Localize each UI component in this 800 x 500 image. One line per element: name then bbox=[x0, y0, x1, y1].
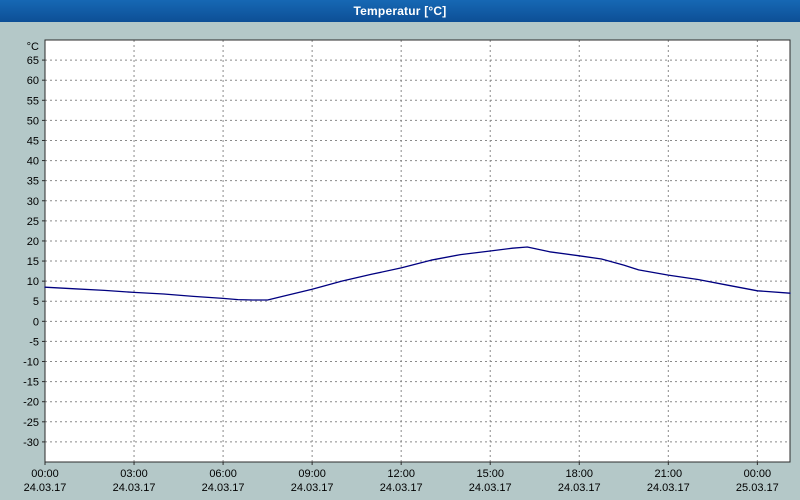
y-tick-label: 65 bbox=[27, 55, 39, 67]
x-tick-date-label: 24.03.17 bbox=[469, 482, 512, 494]
temperature-chart: 65605550454035302520151050-5-10-15-20-25… bbox=[23, 39, 791, 494]
y-tick-label: 40 bbox=[27, 156, 39, 168]
x-tick-time-label: 06:00 bbox=[209, 468, 237, 480]
chart-area: 65 60 55 50 45 40 35 30 25 20 15 10 5 0 -5 -10 -15 -20 -25… bbox=[0, 22, 800, 500]
window-titlebar: Temperatur [°C] bbox=[0, 0, 800, 22]
y-tick-label: -20 bbox=[23, 397, 39, 409]
y-tick-label: -15 bbox=[23, 377, 39, 389]
x-tick-time-label: 12:00 bbox=[387, 468, 415, 480]
x-tick-date-label: 24.03.17 bbox=[202, 482, 245, 494]
x-tick-time-label: 15:00 bbox=[476, 468, 504, 480]
y-tick-label: -10 bbox=[23, 357, 39, 369]
x-tick-date-label: 25.03.17 bbox=[736, 482, 779, 494]
x-tick-time-label: 00:00 bbox=[31, 468, 59, 480]
x-tick-time-label: 03:00 bbox=[120, 468, 148, 480]
y-tick-label: 20 bbox=[27, 236, 39, 248]
x-tick-time-label: 09:00 bbox=[298, 468, 326, 480]
plot-border bbox=[44, 39, 791, 463]
y-tick-label: -5 bbox=[29, 336, 39, 348]
x-tick-time-label: 21:00 bbox=[655, 468, 683, 480]
x-tick-date-label: 24.03.17 bbox=[291, 482, 334, 494]
temperature-line bbox=[44, 246, 791, 301]
window-title: Temperatur [°C] bbox=[353, 4, 447, 18]
y-tick-label: 55 bbox=[27, 95, 39, 107]
x-tick-date-label: 24.03.17 bbox=[113, 482, 156, 494]
y-tick-label: 30 bbox=[27, 196, 39, 208]
y-tick-label: 5 bbox=[33, 296, 39, 308]
x-tick-date-label: 24.03.17 bbox=[558, 482, 601, 494]
y-axis-unit-label: °C bbox=[27, 41, 39, 53]
y-tick-label: 10 bbox=[27, 276, 39, 288]
y-tick-label: 60 bbox=[27, 75, 39, 87]
x-tick-time-label: 18:00 bbox=[565, 468, 593, 480]
y-tick-label: -30 bbox=[23, 437, 39, 449]
y-tick-label: 0 bbox=[33, 316, 39, 328]
y-tick-label: 15 bbox=[27, 256, 39, 268]
y-tick-label: 35 bbox=[27, 176, 39, 188]
y-tick-label: 45 bbox=[27, 135, 39, 147]
x-tick-date-label: 24.03.17 bbox=[24, 482, 67, 494]
y-tick-label: -25 bbox=[23, 417, 39, 429]
x-tick-time-label: 00:00 bbox=[744, 468, 772, 480]
y-tick-label: 50 bbox=[27, 115, 39, 127]
plot-background bbox=[45, 40, 790, 462]
x-tick-date-label: 24.03.17 bbox=[647, 482, 690, 494]
x-tick-date-label: 24.03.17 bbox=[380, 482, 423, 494]
y-tick-label: 25 bbox=[27, 216, 39, 228]
